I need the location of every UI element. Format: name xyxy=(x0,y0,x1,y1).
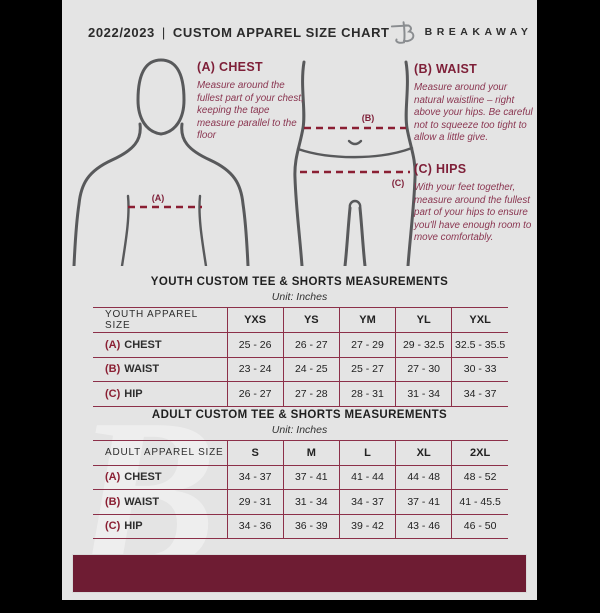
torso-diagram: (A) xyxy=(72,58,250,266)
edition-label: 2022/2023 xyxy=(88,24,155,40)
measure-row-label: (B) WAIST xyxy=(93,357,228,382)
size-column-header: YS xyxy=(282,307,340,333)
head-outline xyxy=(136,58,186,136)
chest-marker-label: (A) xyxy=(152,193,165,203)
adult-table-unit: Unit: Inches xyxy=(271,424,328,436)
youth-header-row: YOUTH APPAREL SIZE YXS YS YM YL YXL xyxy=(93,307,508,333)
measurement-cell: 44 - 48 xyxy=(395,465,452,490)
measurement-cell: 37 - 41 xyxy=(282,465,340,490)
youth-waist-row: (B) WAIST 23 - 24 24 - 25 25 - 27 27 - 30… xyxy=(93,357,508,382)
adult-waist-row: (B) WAIST 29 - 31 31 - 34 34 - 37 37 - 41… xyxy=(93,489,508,515)
measurement-cell: 48 - 52 xyxy=(451,465,508,490)
youth-chest-row: (A) CHEST 25 - 26 26 - 27 27 - 29 29 - 32… xyxy=(93,332,508,358)
measurement-cell: 29 - 31 xyxy=(226,489,284,515)
measurement-cell: 39 - 42 xyxy=(338,514,396,539)
waist-guide: (B) WAIST Measure around your natural wa… xyxy=(414,62,534,145)
size-column-header: L xyxy=(338,440,396,466)
hips-heading: (C) HIPS xyxy=(414,162,467,176)
measurement-cell: 37 - 41 xyxy=(395,489,452,515)
size-column-header: YM xyxy=(338,307,396,333)
hip-curve xyxy=(296,146,414,159)
measurement-cell: 36 - 39 xyxy=(282,514,340,539)
measurement-cell: 27 - 30 xyxy=(395,357,452,382)
right-shoulder-arm xyxy=(180,122,250,266)
footer-bar xyxy=(72,554,527,593)
measurement-cell: 34 - 37 xyxy=(226,465,284,490)
hips-description: With your feet together, measure around … xyxy=(414,182,532,243)
lower-body-diagram: (B) (C) xyxy=(293,60,417,266)
measure-row-label: (C) HIP xyxy=(93,514,228,539)
measurement-cell: 30 - 33 xyxy=(451,357,508,382)
youth-size-table: YOUTH APPAREL SIZE YXS YS YM YL YXL (A) C… xyxy=(93,307,508,407)
size-chart-page: 2022/2023 | CUSTOM APPAREL SIZE CHART BREA… xyxy=(62,0,537,601)
measurement-cell: 43 - 46 xyxy=(395,514,452,539)
measurement-cell: 26 - 27 xyxy=(226,381,284,407)
right-inner-leg xyxy=(358,206,367,266)
size-column-header: XL xyxy=(395,440,452,466)
youth-hip-row: (C) HIP 26 - 27 27 - 28 28 - 31 31 - 34 3… xyxy=(93,381,508,407)
measurement-cell: 24 - 25 xyxy=(282,357,340,382)
size-column-header: M xyxy=(282,440,340,466)
measurement-cell: 32.5 - 35.5 xyxy=(451,332,508,358)
measure-row-label: (A) CHEST xyxy=(93,332,228,358)
measurement-cell: 41 - 44 xyxy=(338,465,396,490)
measurement-cell: 34 - 36 xyxy=(226,514,284,539)
adult-size-table: ADULT APPAREL SIZE S M L XL 2XL (A) CHEST… xyxy=(93,440,508,539)
youth-table-unit: Unit: Inches xyxy=(271,291,328,303)
measurement-cell: 23 - 24 xyxy=(226,357,284,382)
measurement-cell: 31 - 34 xyxy=(395,381,452,407)
hips-guide: (C) HIPS With your feet together, measur… xyxy=(414,162,534,245)
measure-row-label: (C) HIP xyxy=(93,381,228,407)
measurement-cell: 31 - 34 xyxy=(282,489,340,515)
brand-name: BREAKAWAY xyxy=(424,26,533,38)
measure-row-label: (A) CHEST xyxy=(93,465,228,490)
youth-size-label: YOUTH APPAREL SIZE xyxy=(93,307,228,333)
measurement-cell: 29 - 32.5 xyxy=(395,332,452,358)
left-inner-leg xyxy=(343,206,352,266)
page-header: 2022/2023 | CUSTOM APPAREL SIZE CHART BREA… xyxy=(62,14,537,50)
waist-description: Measure around your natural waistline – … xyxy=(414,82,533,143)
measurement-cell: 26 - 27 xyxy=(282,332,340,358)
brand-lockup: BREAKAWAY xyxy=(390,19,533,46)
size-column-header: YL xyxy=(395,307,452,333)
adult-header-row: ADULT APPAREL SIZE S M L XL 2XL xyxy=(93,440,508,466)
size-column-header: YXS xyxy=(226,307,284,333)
measurement-cell: 25 - 27 xyxy=(338,357,396,382)
waist-heading: (B) WAIST xyxy=(414,62,478,76)
measurement-cell: 27 - 29 xyxy=(338,332,396,358)
size-column-header: S xyxy=(226,440,284,466)
adult-table-title: ADULT CUSTOM TEE & SHORTS MEASUREMENTS xyxy=(151,409,448,421)
adult-hip-row: (C) HIP 34 - 36 36 - 39 39 - 42 43 - 46 4… xyxy=(93,514,508,539)
left-shoulder-arm xyxy=(72,122,142,266)
crotch-curve xyxy=(348,199,362,210)
title-separator: | xyxy=(161,24,166,40)
chest-heading: (A) CHEST xyxy=(197,60,263,74)
measure-row-label: (B) WAIST xyxy=(93,489,228,515)
right-silhouette xyxy=(404,60,417,266)
measurement-cell: 46 - 50 xyxy=(451,514,508,539)
chart-title: CUSTOM APPAREL SIZE CHART xyxy=(172,24,390,40)
measurement-cell: 34 - 37 xyxy=(338,489,396,515)
left-armpit-line xyxy=(120,194,130,266)
left-silhouette xyxy=(293,60,306,266)
right-armpit-line xyxy=(198,194,208,266)
adult-size-label: ADULT APPAREL SIZE xyxy=(93,440,228,466)
navel-mark xyxy=(347,139,363,146)
page-title: 2022/2023 | CUSTOM APPAREL SIZE CHART xyxy=(88,25,390,40)
youth-table-title: YOUTH CUSTOM TEE & SHORTS MEASUREMENTS xyxy=(150,276,449,288)
size-column-header: 2XL xyxy=(451,440,508,466)
measurement-cell: 34 - 37 xyxy=(451,381,508,407)
measurement-cell: 25 - 26 xyxy=(226,332,284,358)
chest-description: Measure around the fullest part of your … xyxy=(197,80,304,141)
measurement-cell: 41 - 45.5 xyxy=(451,489,508,515)
breakaway-b-logo-icon xyxy=(390,20,414,44)
hip-marker-label: (C) xyxy=(392,178,405,188)
waist-marker-label: (B) xyxy=(362,113,375,123)
measurement-cell: 28 - 31 xyxy=(338,381,396,407)
measurement-cell: 27 - 28 xyxy=(282,381,340,407)
adult-chest-row: (A) CHEST 34 - 37 37 - 41 41 - 44 44 - 48… xyxy=(93,465,508,490)
size-column-header: YXL xyxy=(451,307,508,333)
chest-guide: (A) CHEST Measure around the fullest par… xyxy=(197,60,307,143)
